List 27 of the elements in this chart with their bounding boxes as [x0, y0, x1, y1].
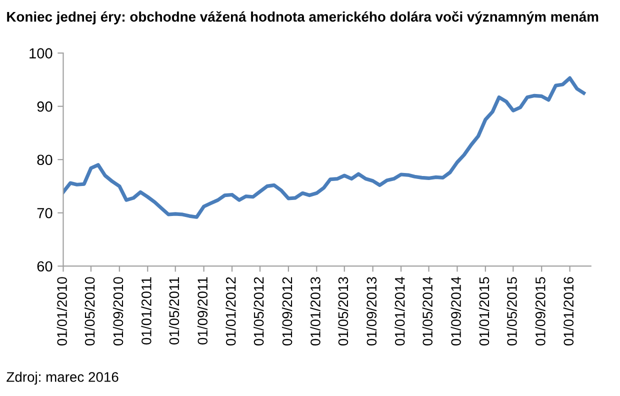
- y-tick-label: 60: [37, 261, 52, 272]
- x-tick-label: 01/09/2010: [112, 277, 124, 346]
- chart-title: Koniec jednej éry: obchodne vážená hodnota amerického dolára voči významným menám: [7, 11, 598, 24]
- x-tick-label: 01/05/2015: [506, 277, 517, 346]
- x-tick-label: 01/05/2012: [254, 277, 264, 346]
- x-tick-label: 01/01/2016: [563, 277, 574, 346]
- x-tick-label: 01/01/2015: [478, 277, 490, 346]
- text: Zdroj: marec 2016: [6, 372, 118, 385]
- y-tick-label: 100: [30, 48, 52, 58]
- y-tick-label: 70: [37, 208, 52, 218]
- x-tick-label: 01/01/2011: [141, 277, 152, 344]
- x-tick-label: 01/09/2013: [366, 277, 377, 346]
- x-tick-label: 01/01/2013: [310, 277, 320, 346]
- x-tick-label: 01/09/2015: [535, 277, 546, 346]
- x-tick-label: 01/01/2010: [56, 277, 67, 346]
- x-tick-label: 01/05/2014: [422, 276, 433, 346]
- y-tick-label: 90: [37, 101, 52, 112]
- x-tick-label: 01/09/2014: [450, 276, 461, 346]
- x-tick-label: 01/09/2011: [197, 277, 208, 344]
- line-series: [63, 76, 586, 219]
- x-tick-label: 01/01/2014: [394, 276, 405, 346]
- x-tick-label: 01/05/2010: [84, 277, 95, 346]
- y-tick-label: 80: [37, 154, 52, 166]
- x-tick-label: 01/05/2011: [168, 277, 180, 344]
- x-tick-label: 01/01/2012: [226, 277, 236, 346]
- x-tick-label: 01/09/2012: [282, 277, 292, 346]
- x-tick-label: 01/05/2013: [338, 277, 348, 346]
